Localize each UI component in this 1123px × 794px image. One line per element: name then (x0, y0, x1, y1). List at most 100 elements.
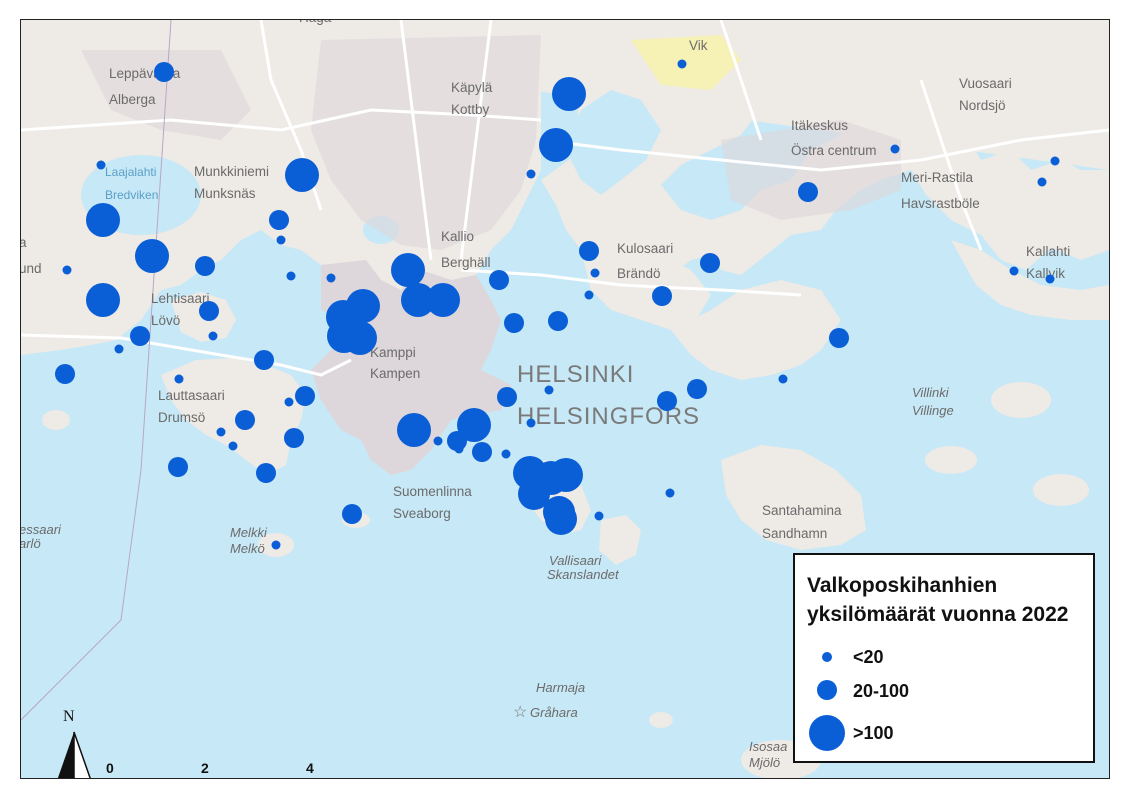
goose-count-point (594, 511, 604, 521)
goose-count-point (199, 301, 219, 321)
goose-count-point (1037, 177, 1047, 187)
lighthouse-icon: ☆ (513, 704, 527, 721)
roads-layer (21, 20, 1109, 377)
goose-count-point (130, 326, 150, 346)
legend-title-line1: Valkoposkihanhien (807, 574, 998, 597)
place-label: Itäkeskus (791, 118, 848, 133)
island-label: Gråhara (530, 705, 578, 720)
goose-count-point (433, 436, 443, 446)
place-label: Drumsö (158, 410, 205, 425)
water-label: Laajalahti (105, 165, 156, 179)
goose-count-point (326, 273, 336, 283)
place-label: Meri-Rastila (901, 170, 974, 185)
place-label: Lehtisaari (151, 291, 210, 306)
place-label: a (21, 235, 27, 250)
place-label: Kottby (451, 102, 490, 117)
place-label: Östra centrum (791, 143, 877, 158)
road (459, 20, 493, 261)
island (42, 410, 70, 430)
goose-count-point (665, 488, 675, 498)
water-label: Bredviken (105, 188, 158, 202)
map-frame[interactable]: HagaLeppävaaraAlbergaKäpyläKottbyVikVuos… (20, 19, 1110, 779)
place-label: Brändö (617, 266, 661, 281)
scale-tick-0: 0 (106, 760, 114, 776)
place-label: Vik (689, 38, 708, 53)
points-layer (55, 59, 1060, 550)
admin-lines (21, 20, 172, 721)
legend-title-line2: yksilömäärät vuonna 2022 (807, 603, 1069, 626)
place-label: Lövö (151, 313, 180, 328)
east-coast (671, 280, 841, 380)
goose-count-point (652, 286, 672, 306)
place-label: Sveaborg (393, 506, 451, 521)
island-label: Melkö (230, 541, 265, 556)
goose-count-point (195, 256, 215, 276)
goose-count-point (590, 268, 600, 278)
goose-count-point (168, 457, 188, 477)
road (21, 333, 352, 377)
goose-count-point (284, 397, 294, 407)
city-label: HELSINKI (517, 361, 634, 388)
goose-count-point (114, 344, 124, 354)
goose-count-point (86, 283, 120, 317)
goose-count-point (526, 418, 536, 428)
road (399, 20, 433, 261)
scale-bar: 0 2 4 km (106, 760, 326, 778)
goose-count-point (552, 77, 586, 111)
place-label: Nordsjö (959, 98, 1006, 113)
goose-count-point (890, 144, 900, 154)
goose-count-point (549, 458, 583, 492)
goose-count-point (778, 374, 788, 384)
goose-count-point (285, 158, 319, 192)
place-label: Sandhamn (762, 526, 827, 541)
island (991, 382, 1051, 418)
boundary-line (21, 20, 172, 721)
goose-count-point (342, 504, 362, 524)
island-label: Vallisaari (549, 553, 602, 568)
goose-count-point (1009, 266, 1019, 276)
scale-tick-4: 4 km (306, 760, 326, 778)
island-label: Isosaa (749, 739, 787, 754)
goose-count-point (276, 235, 286, 245)
goose-count-point (96, 160, 106, 170)
road (21, 108, 542, 132)
goose-count-point (208, 331, 218, 341)
legend-item-small: <20 (795, 643, 1095, 683)
road (460, 268, 802, 297)
goose-count-point (518, 478, 550, 510)
goose-count-point (829, 328, 849, 348)
legend-item-medium: 20-100 (795, 677, 1095, 717)
island (649, 712, 673, 728)
goose-count-point (457, 408, 491, 442)
north-arrow-icon (57, 731, 91, 778)
legend-symbol-medium (817, 680, 837, 700)
goose-count-point (286, 271, 296, 281)
north-arrow-label: N (63, 708, 75, 725)
goose-count-point (548, 311, 568, 331)
legend-label-medium: 20-100 (853, 681, 910, 701)
goose-count-point (687, 379, 707, 399)
road (919, 79, 983, 251)
goose-count-point (154, 62, 174, 82)
goose-count-point (526, 169, 536, 179)
goose-count-point (135, 239, 169, 273)
place-label: Kulosaari (617, 241, 673, 256)
goose-count-point (677, 59, 687, 69)
goose-count-point (228, 441, 238, 451)
goose-count-point (497, 387, 517, 407)
goose-count-point (472, 442, 492, 462)
island-label: Melkki (230, 525, 268, 540)
goose-count-point (700, 253, 720, 273)
goose-count-point (426, 283, 460, 317)
goose-count-point (584, 290, 594, 300)
mainland-north (21, 20, 1109, 275)
goose-count-point (454, 444, 464, 454)
island-label: Harmaja (536, 680, 585, 695)
goose-count-point (271, 540, 281, 550)
place-label: Vuosaari (959, 76, 1012, 91)
road (540, 128, 1109, 172)
place-label: Käpylä (451, 80, 493, 95)
vallisaari (599, 515, 641, 565)
map-canvas[interactable]: HagaLeppävaaraAlbergaKäpyläKottbyVikVuos… (21, 20, 1109, 778)
goose-count-point (174, 374, 184, 384)
